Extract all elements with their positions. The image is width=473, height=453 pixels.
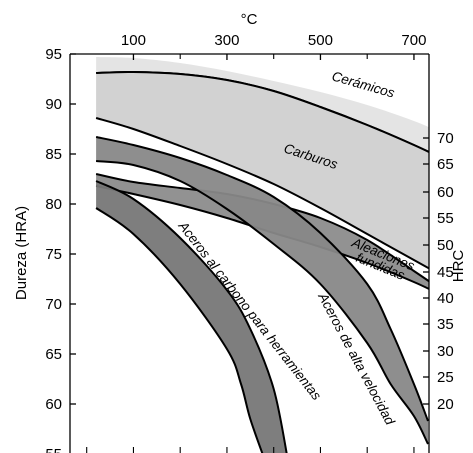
band-upper-line-1: [96, 70, 429, 154]
left-tick-label: 75: [45, 246, 62, 263]
left-tick-label: 65: [45, 346, 62, 363]
band-lower-line-1: [95, 117, 429, 270]
right-axis-title: HRC: [450, 250, 467, 283]
right-tick-label: 35: [437, 316, 454, 333]
band-fill-1: [96, 71, 429, 269]
right-tick-label: 40: [437, 290, 454, 307]
right-tick-label: 70: [437, 130, 454, 147]
right-tick-label: 20: [437, 396, 454, 413]
band-fill-2: [96, 174, 429, 289]
right-tick-label: 25: [437, 369, 454, 386]
right-tick-label: 55: [437, 210, 454, 227]
top-tick-label: 700: [401, 32, 426, 49]
top-tick-label: 300: [214, 32, 239, 49]
band-4: [95, 180, 288, 453]
band-lower-line-4: [95, 207, 264, 453]
top-tick-label: 100: [121, 32, 146, 49]
left-tick-label: 70: [45, 296, 62, 313]
left-tick-label: 55: [45, 446, 62, 453]
top-tick-label: 500: [308, 32, 333, 49]
band-3: [95, 136, 429, 445]
right-tick-label: 50: [437, 237, 454, 254]
left-axis-title: Dureza (HRA): [13, 206, 30, 300]
label-ceramicos: Cerámicos: [330, 68, 396, 100]
ticks-layer: 95 90 85 80 75 70 65 60 55 70 65 60 55 50 45 40 35 30 25 20…: [45, 32, 454, 453]
band-upper-line-4: [95, 180, 288, 453]
left-tick-label: 90: [45, 96, 62, 113]
left-tick-label: 85: [45, 146, 62, 163]
band-fill-3: [96, 137, 428, 444]
bands-layer: [95, 57, 429, 453]
right-tick-label: 65: [437, 156, 454, 173]
right-tick-label: 45: [437, 264, 454, 281]
band-upper-line-3: [95, 136, 429, 422]
left-tick-label: 60: [45, 396, 62, 413]
left-tick-label: 80: [45, 196, 62, 213]
band-fill-4: [96, 181, 287, 453]
right-tick-label: 60: [437, 184, 454, 201]
band-1: [95, 70, 429, 270]
right-tick-label: 30: [437, 343, 454, 360]
top-axis-title: °C: [241, 11, 258, 28]
band-lower-line-3: [95, 160, 429, 445]
band-fill-0: [96, 57, 429, 153]
left-tick-label: 95: [45, 46, 62, 63]
